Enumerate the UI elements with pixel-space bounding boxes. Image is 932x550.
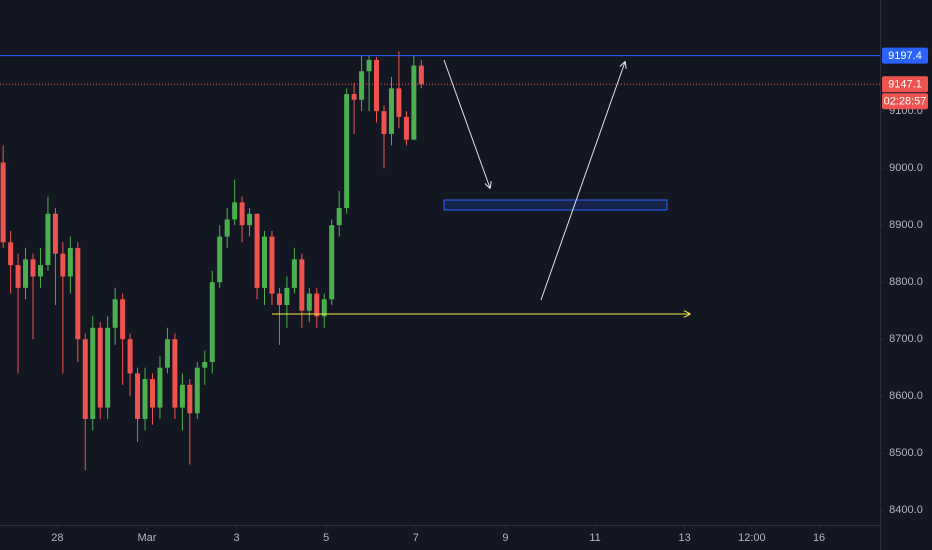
candle-body [90,327,96,419]
candle-body [82,339,88,419]
candle-body [396,88,402,117]
candle-body [381,111,387,134]
x-tick-label: 11 [589,532,600,544]
candle-body [30,259,36,277]
drawings [272,59,690,314]
plot-area [0,51,880,471]
x-tick-label: 28 [51,532,63,544]
candle-body [261,236,267,288]
candle-body [45,213,51,266]
candle-body [329,225,335,300]
y-tick-label: 9000.0 [889,162,923,174]
candle-body [418,65,424,85]
y-tick-label: 8400.0 [889,504,923,516]
candle-body [411,65,417,140]
candle-body [247,213,253,226]
y-tick-label: 8600.0 [889,390,923,402]
candle-body [276,293,282,305]
x-tick-label: Mar [137,532,156,544]
countdown-label: 02:28:57 [884,96,927,108]
candle-body [202,361,208,368]
candle-body [187,384,193,414]
candle-body [172,339,178,408]
x-tick-label: 12:00 [738,532,766,544]
candle-body [239,202,245,226]
arrow-up [540,62,625,301]
candle-body [112,299,118,328]
candle-body [321,299,327,317]
y-tick-label: 8800.0 [889,276,923,288]
candle-body [8,242,14,266]
candle-body [359,71,365,100]
candle-body [149,379,155,408]
candle-body [306,293,312,311]
candle-body [254,213,260,288]
candle-body [403,116,409,140]
candle-body [374,59,380,112]
candle-body [388,88,394,134]
x-tick-label: 16 [813,532,825,544]
last-price-box [882,76,928,93]
candle-body [135,373,141,419]
candle-body [179,384,185,408]
candle-body [299,259,305,311]
candle-body [351,94,357,100]
candle-body [336,208,342,226]
candle-body [366,59,372,72]
price-tags: 9197.4 9147.1 02:28:57 [882,47,928,110]
x-tick-label: 13 [679,532,691,544]
target-zone [443,199,668,211]
y-tick-label: 8900.0 [889,219,923,231]
candle-body [0,162,6,243]
candle-body [164,339,170,368]
candle-body [194,367,200,414]
last-price-label: 9147.1 [888,79,922,91]
candle-body [217,236,223,283]
candle-body [232,202,238,220]
y-tick-label: 8700.0 [889,333,923,345]
candle-body [142,379,148,419]
x-tick-label: 5 [323,532,329,544]
candle-body [291,259,297,288]
candle-body [97,327,103,408]
candle-body [23,259,29,288]
candle-body [120,299,126,340]
price-tag-box [882,47,928,64]
candle-body [284,287,290,305]
candle-body [269,236,275,294]
candle-body [52,213,58,254]
x-tick-label: 7 [413,532,419,544]
candle-body [15,265,21,288]
candle-body [60,253,66,277]
candle-body [37,265,43,277]
candle-body [314,293,320,317]
countdown-box [882,93,928,110]
x-tick-label: 3 [234,532,240,544]
price-tag-label: 9197.4 [888,50,922,62]
candle-body [127,339,133,374]
x-tick-label: 9 [502,532,508,544]
arrow-down [443,59,490,188]
candle-body [157,367,163,408]
candle-body [209,282,215,362]
y-tick-label: 8500.0 [889,447,923,459]
candle-body [67,247,73,277]
candle-body [224,219,230,237]
candle-body [75,247,81,340]
candle-body [344,94,350,209]
candle-body [105,327,111,408]
